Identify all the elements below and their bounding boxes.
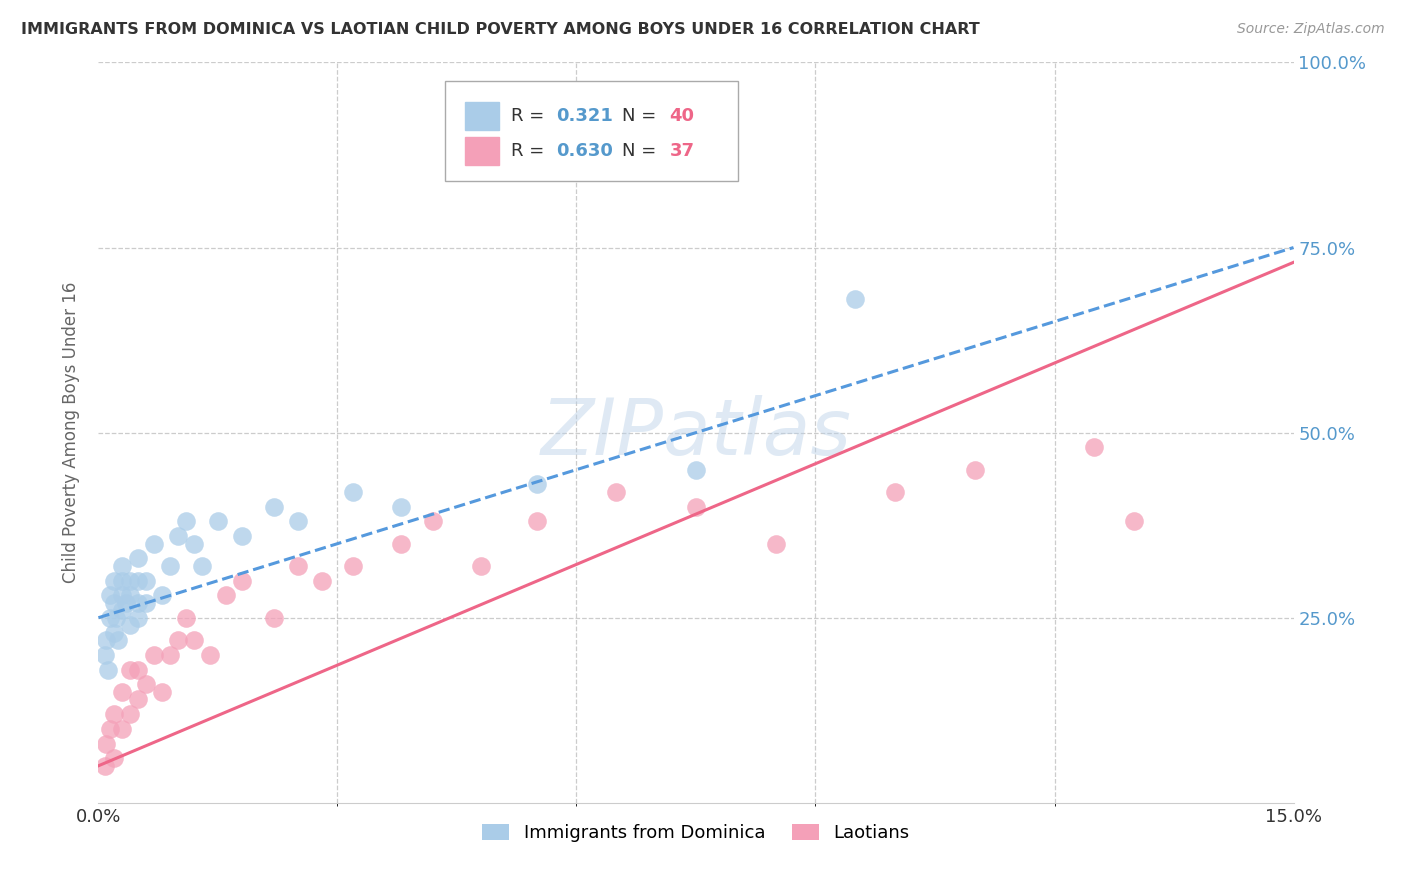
Text: 37: 37	[669, 143, 695, 161]
Point	[94, 648, 117, 662]
Point	[127, 596, 149, 610]
Point	[120, 706, 142, 721]
Point	[1123, 515, 1146, 529]
Point	[215, 589, 238, 603]
Text: 0.321: 0.321	[557, 107, 613, 125]
Point	[422, 515, 444, 529]
FancyBboxPatch shape	[446, 81, 738, 181]
Text: IMMIGRANTS FROM DOMINICA VS LAOTIAN CHILD POVERTY AMONG BOYS UNDER 16 CORRELATIO: IMMIGRANTS FROM DOMINICA VS LAOTIAN CHIL…	[21, 22, 980, 37]
Point	[685, 462, 707, 476]
Point	[127, 574, 149, 588]
Point	[96, 737, 118, 751]
Point	[963, 462, 986, 476]
Point	[135, 574, 157, 588]
Point	[765, 536, 787, 550]
Point	[143, 536, 166, 550]
Point	[111, 589, 134, 603]
Point	[111, 603, 134, 617]
Point	[389, 536, 412, 550]
Point	[103, 574, 125, 588]
Point	[207, 515, 229, 529]
Point	[183, 536, 205, 550]
Point	[120, 589, 142, 603]
Point	[198, 648, 221, 662]
Legend: Immigrants from Dominica, Laotians: Immigrants from Dominica, Laotians	[475, 816, 917, 849]
Text: R =: R =	[510, 143, 550, 161]
Point	[94, 758, 117, 772]
Text: R =: R =	[510, 107, 550, 125]
Point	[389, 500, 412, 514]
Point	[115, 596, 138, 610]
Point	[120, 663, 142, 677]
Point	[183, 632, 205, 647]
Point	[685, 500, 707, 514]
Point	[104, 610, 127, 624]
Point	[342, 484, 364, 499]
Point	[167, 632, 190, 647]
Point	[127, 610, 149, 624]
Point	[150, 685, 173, 699]
Point	[159, 558, 181, 573]
Text: 40: 40	[669, 107, 695, 125]
Point	[135, 596, 157, 610]
Point	[135, 677, 157, 691]
Point	[120, 618, 142, 632]
Bar	[465, 137, 499, 165]
Point	[150, 589, 173, 603]
Point	[98, 610, 122, 624]
Point	[526, 515, 548, 529]
Point	[231, 574, 253, 588]
Point	[605, 484, 627, 499]
Point	[263, 610, 285, 624]
Y-axis label: Child Poverty Among Boys Under 16: Child Poverty Among Boys Under 16	[62, 282, 80, 583]
Point	[96, 632, 118, 647]
Point	[470, 558, 492, 573]
Text: 0.630: 0.630	[557, 143, 613, 161]
Point	[103, 625, 125, 640]
Point	[167, 529, 190, 543]
Point	[311, 574, 333, 588]
Point	[107, 632, 129, 647]
Point	[1083, 441, 1105, 455]
Point	[97, 663, 120, 677]
Bar	[465, 102, 499, 130]
Point	[884, 484, 907, 499]
Point	[103, 751, 125, 765]
Point	[103, 706, 125, 721]
Point	[844, 293, 866, 307]
Point	[111, 574, 134, 588]
Point	[98, 722, 122, 736]
Point	[98, 589, 122, 603]
Text: ZIPatlas: ZIPatlas	[540, 394, 852, 471]
Text: Source: ZipAtlas.com: Source: ZipAtlas.com	[1237, 22, 1385, 37]
Point	[127, 663, 149, 677]
Point	[143, 648, 166, 662]
Point	[120, 574, 142, 588]
Point	[111, 722, 134, 736]
Point	[127, 692, 149, 706]
Point	[191, 558, 214, 573]
Text: N =: N =	[621, 107, 662, 125]
Point	[287, 515, 309, 529]
Point	[526, 477, 548, 491]
Point	[103, 596, 125, 610]
Text: N =: N =	[621, 143, 662, 161]
Point	[263, 500, 285, 514]
Point	[111, 558, 134, 573]
Point	[127, 551, 149, 566]
Point	[342, 558, 364, 573]
Point	[231, 529, 253, 543]
Point	[287, 558, 309, 573]
Point	[174, 515, 197, 529]
Point	[174, 610, 197, 624]
Point	[159, 648, 181, 662]
Point	[628, 145, 651, 159]
Point	[111, 685, 134, 699]
